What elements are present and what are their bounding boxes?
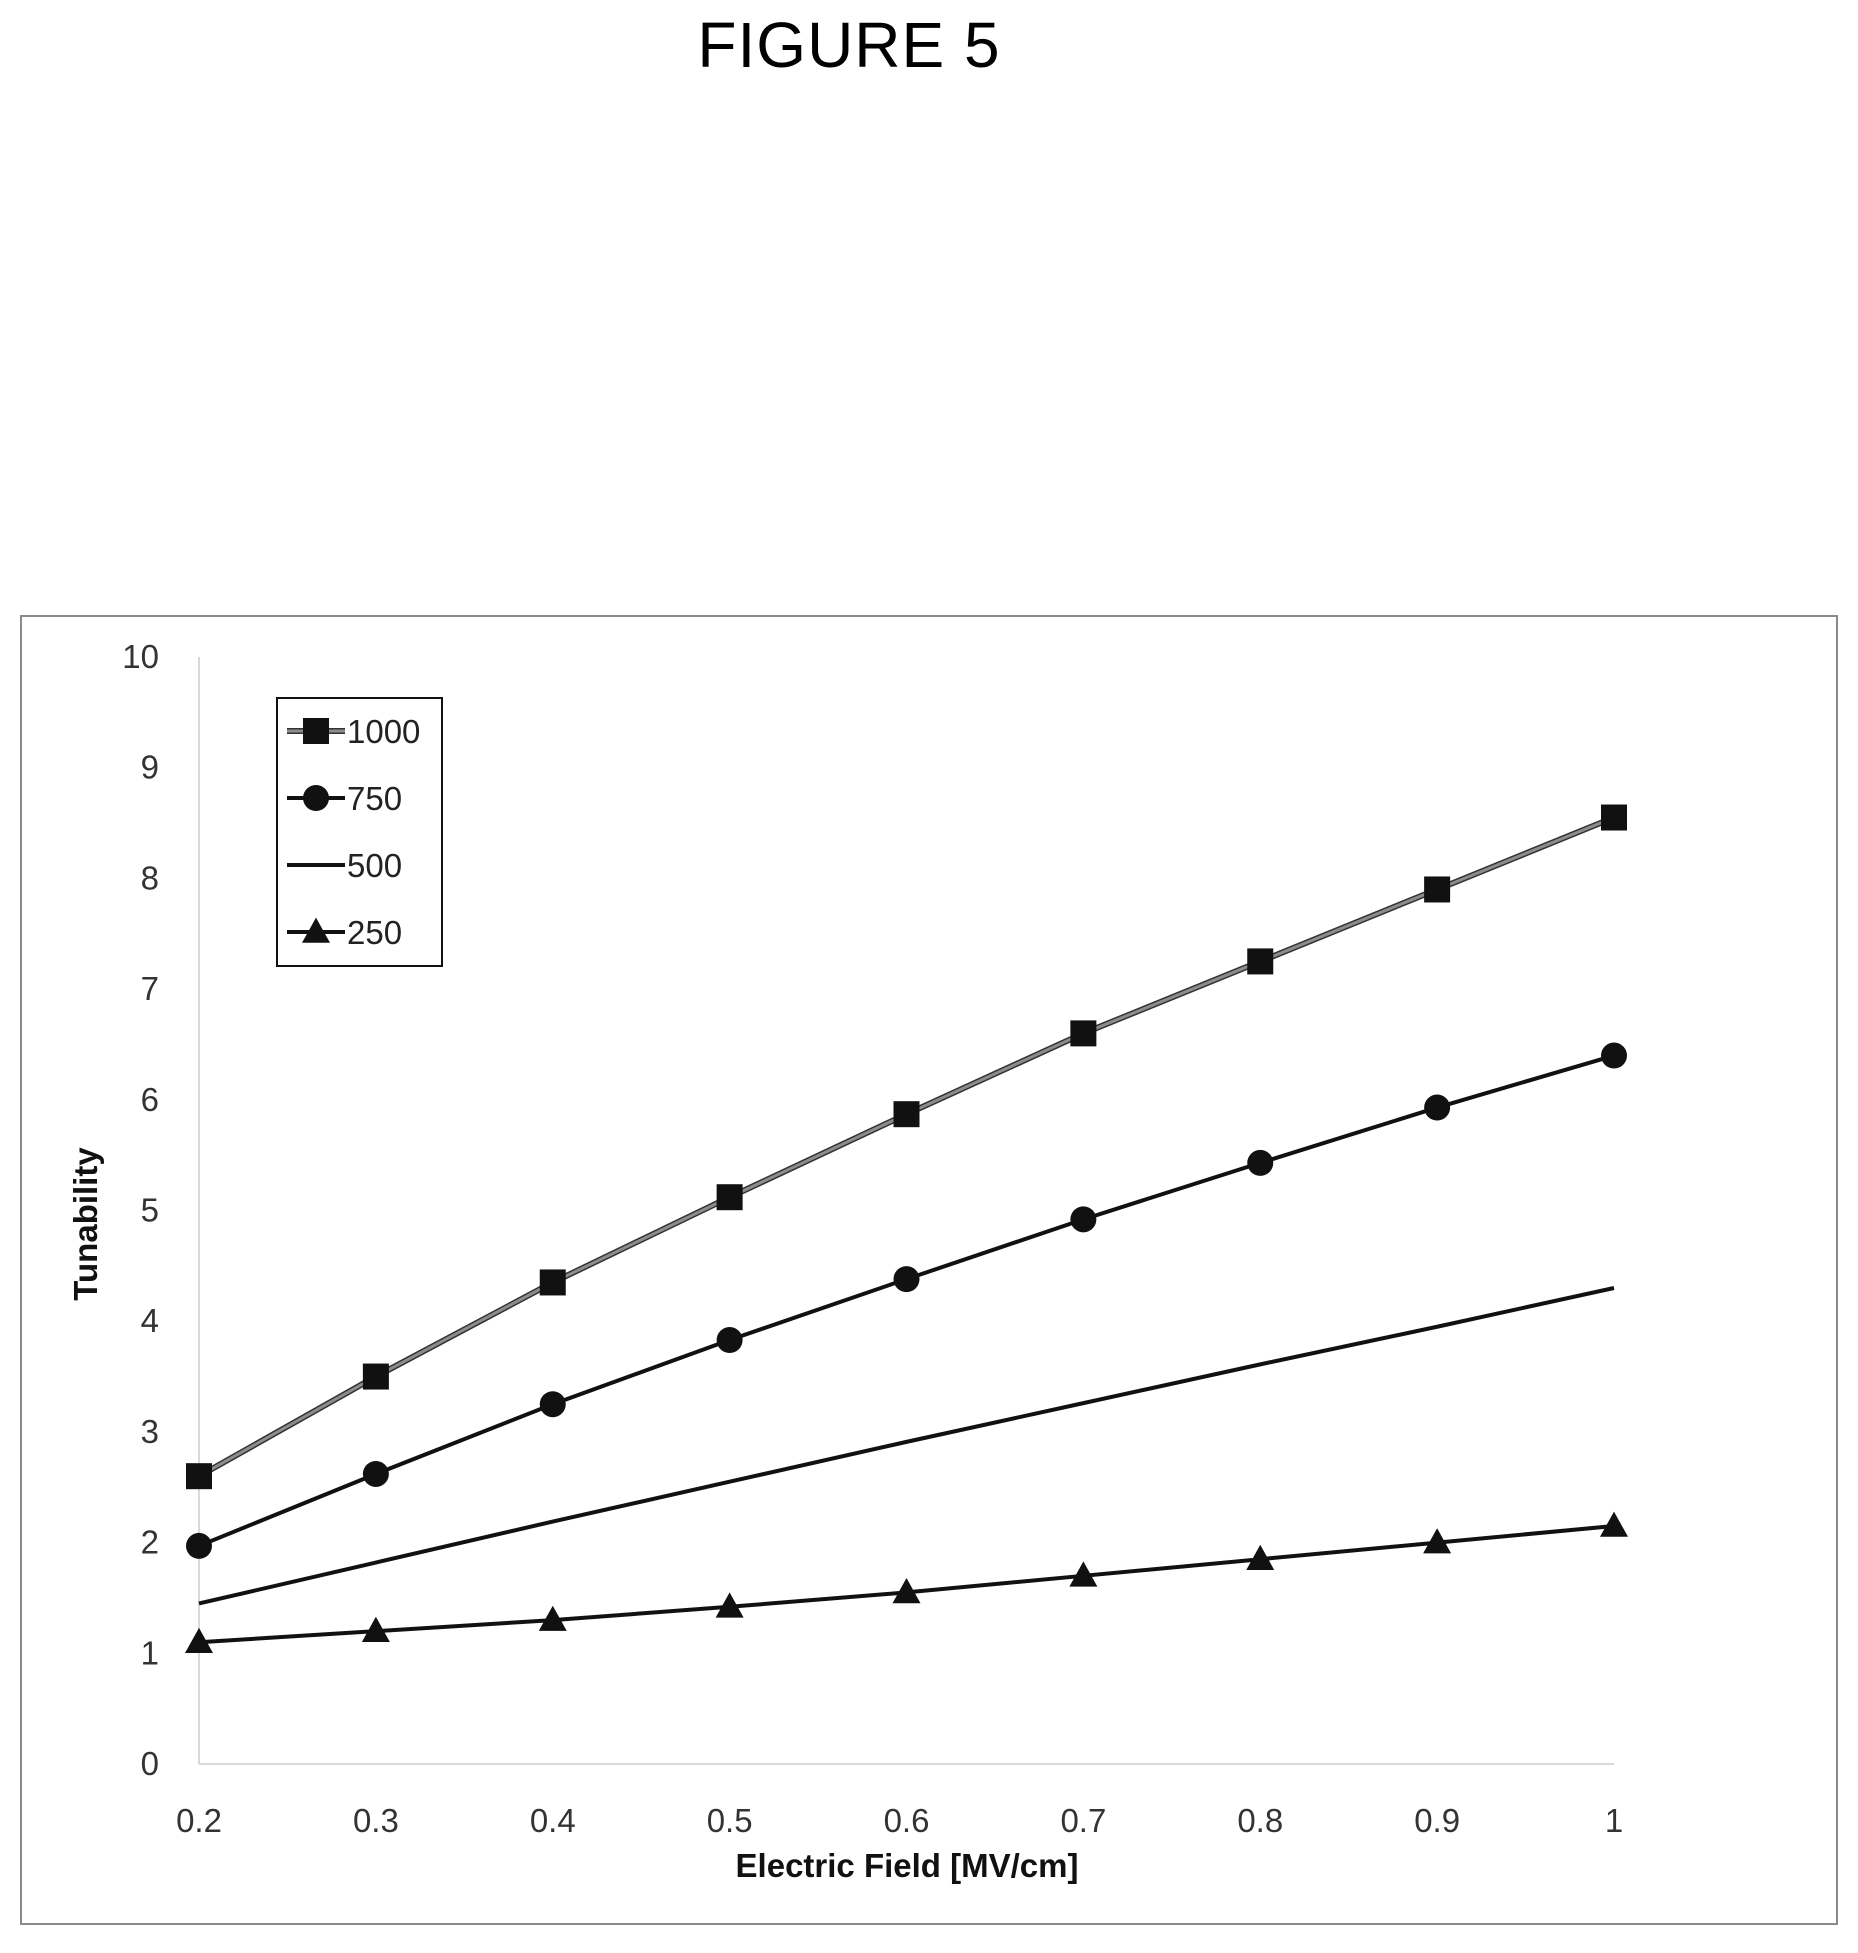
series-250 xyxy=(185,1511,1628,1654)
series-1000 xyxy=(186,804,1627,1490)
y-tick-label: 8 xyxy=(141,859,159,896)
data-point xyxy=(1246,1544,1275,1571)
y-tick-label: 5 xyxy=(141,1192,159,1229)
data-point xyxy=(186,1463,212,1490)
legend-label: 750 xyxy=(347,780,402,817)
x-axis-title: Electric Field [MV/cm] xyxy=(736,1847,1079,1884)
data-point xyxy=(1424,876,1451,903)
legend-marker xyxy=(302,917,330,943)
x-tick-label: 0.3 xyxy=(353,1802,399,1839)
data-point xyxy=(361,1616,390,1642)
x-tick-label: 0.2 xyxy=(176,1802,222,1839)
x-tick-label: 0.7 xyxy=(1060,1802,1106,1839)
x-tick-label: 0.6 xyxy=(884,1802,930,1839)
series-500 xyxy=(198,1286,1615,1606)
legend-label: 250 xyxy=(347,914,402,951)
legend-marker xyxy=(303,718,329,744)
y-tick-label: 2 xyxy=(141,1524,159,1561)
data-point xyxy=(362,1363,389,1390)
data-point xyxy=(893,1266,920,1293)
data-point xyxy=(1069,1561,1098,1587)
data-point xyxy=(1247,1149,1274,1176)
x-tick-label: 0.8 xyxy=(1237,1802,1283,1839)
y-tick-label: 4 xyxy=(141,1302,159,1339)
legend-label: 1000 xyxy=(347,713,420,750)
y-tick-label: 1 xyxy=(141,1634,159,1671)
data-point xyxy=(716,1184,743,1211)
legend-marker xyxy=(303,785,329,811)
data-point xyxy=(1247,948,1274,975)
data-point xyxy=(1601,1042,1627,1069)
figure-label: FIGURE 5 xyxy=(697,9,1001,81)
legend-item: 750 xyxy=(287,780,402,817)
line-chart: 0 1 2 3 4 5 6 7 8 9 10 0.2 0.3 0.4 0.5 0.6 0.7 0.8 0.9 1 10… xyxy=(67,638,1628,1884)
data-point xyxy=(1601,804,1627,831)
y-tick-label: 7 xyxy=(141,970,159,1007)
series-layer xyxy=(185,804,1628,1654)
data-point xyxy=(1600,1511,1628,1537)
x-tick-label: 1 xyxy=(1605,1802,1623,1839)
data-point xyxy=(185,1627,213,1654)
legend-item: 1000 xyxy=(287,713,420,750)
y-axis-title: Tunability xyxy=(67,1147,104,1301)
data-point xyxy=(892,1578,921,1604)
axes: 0 1 2 3 4 5 6 7 8 9 10 0.2 0.3 0.4 0.5 0.6 0.7 0.8 0.9 1 xyxy=(122,638,1623,1839)
y-tick-label: 6 xyxy=(141,1081,159,1118)
y-tick-label: 3 xyxy=(141,1413,159,1450)
data-point xyxy=(1424,1094,1451,1121)
legend-label: 500 xyxy=(347,847,402,884)
x-tick-label: 0.4 xyxy=(530,1802,576,1839)
data-point xyxy=(716,1327,743,1354)
series-line xyxy=(198,1286,1615,1606)
data-point xyxy=(1423,1528,1452,1554)
data-point xyxy=(539,1269,566,1296)
data-point xyxy=(1070,1206,1097,1233)
y-tick-label: 10 xyxy=(122,638,159,675)
y-tick-label: 0 xyxy=(141,1745,159,1782)
data-point xyxy=(1070,1020,1097,1047)
series-750 xyxy=(186,1042,1627,1559)
x-tick-label: 0.9 xyxy=(1414,1802,1460,1839)
legend-item: 500 xyxy=(287,847,402,884)
legend: 1000 750 500 250 xyxy=(276,697,443,967)
y-tick-label: 9 xyxy=(141,749,159,786)
data-point xyxy=(538,1605,567,1631)
chart-frame: 0 1 2 3 4 5 6 7 8 9 10 0.2 0.3 0.4 0.5 0.6 0.7 0.8 0.9 1 10… xyxy=(20,615,1838,1925)
data-point xyxy=(893,1101,920,1128)
x-tick-label: 0.5 xyxy=(707,1802,753,1839)
data-point xyxy=(186,1532,212,1559)
legend-item: 250 xyxy=(287,914,402,951)
series-line xyxy=(198,1053,1615,1548)
data-point xyxy=(362,1460,389,1487)
data-point xyxy=(715,1592,744,1618)
data-point xyxy=(539,1391,566,1418)
